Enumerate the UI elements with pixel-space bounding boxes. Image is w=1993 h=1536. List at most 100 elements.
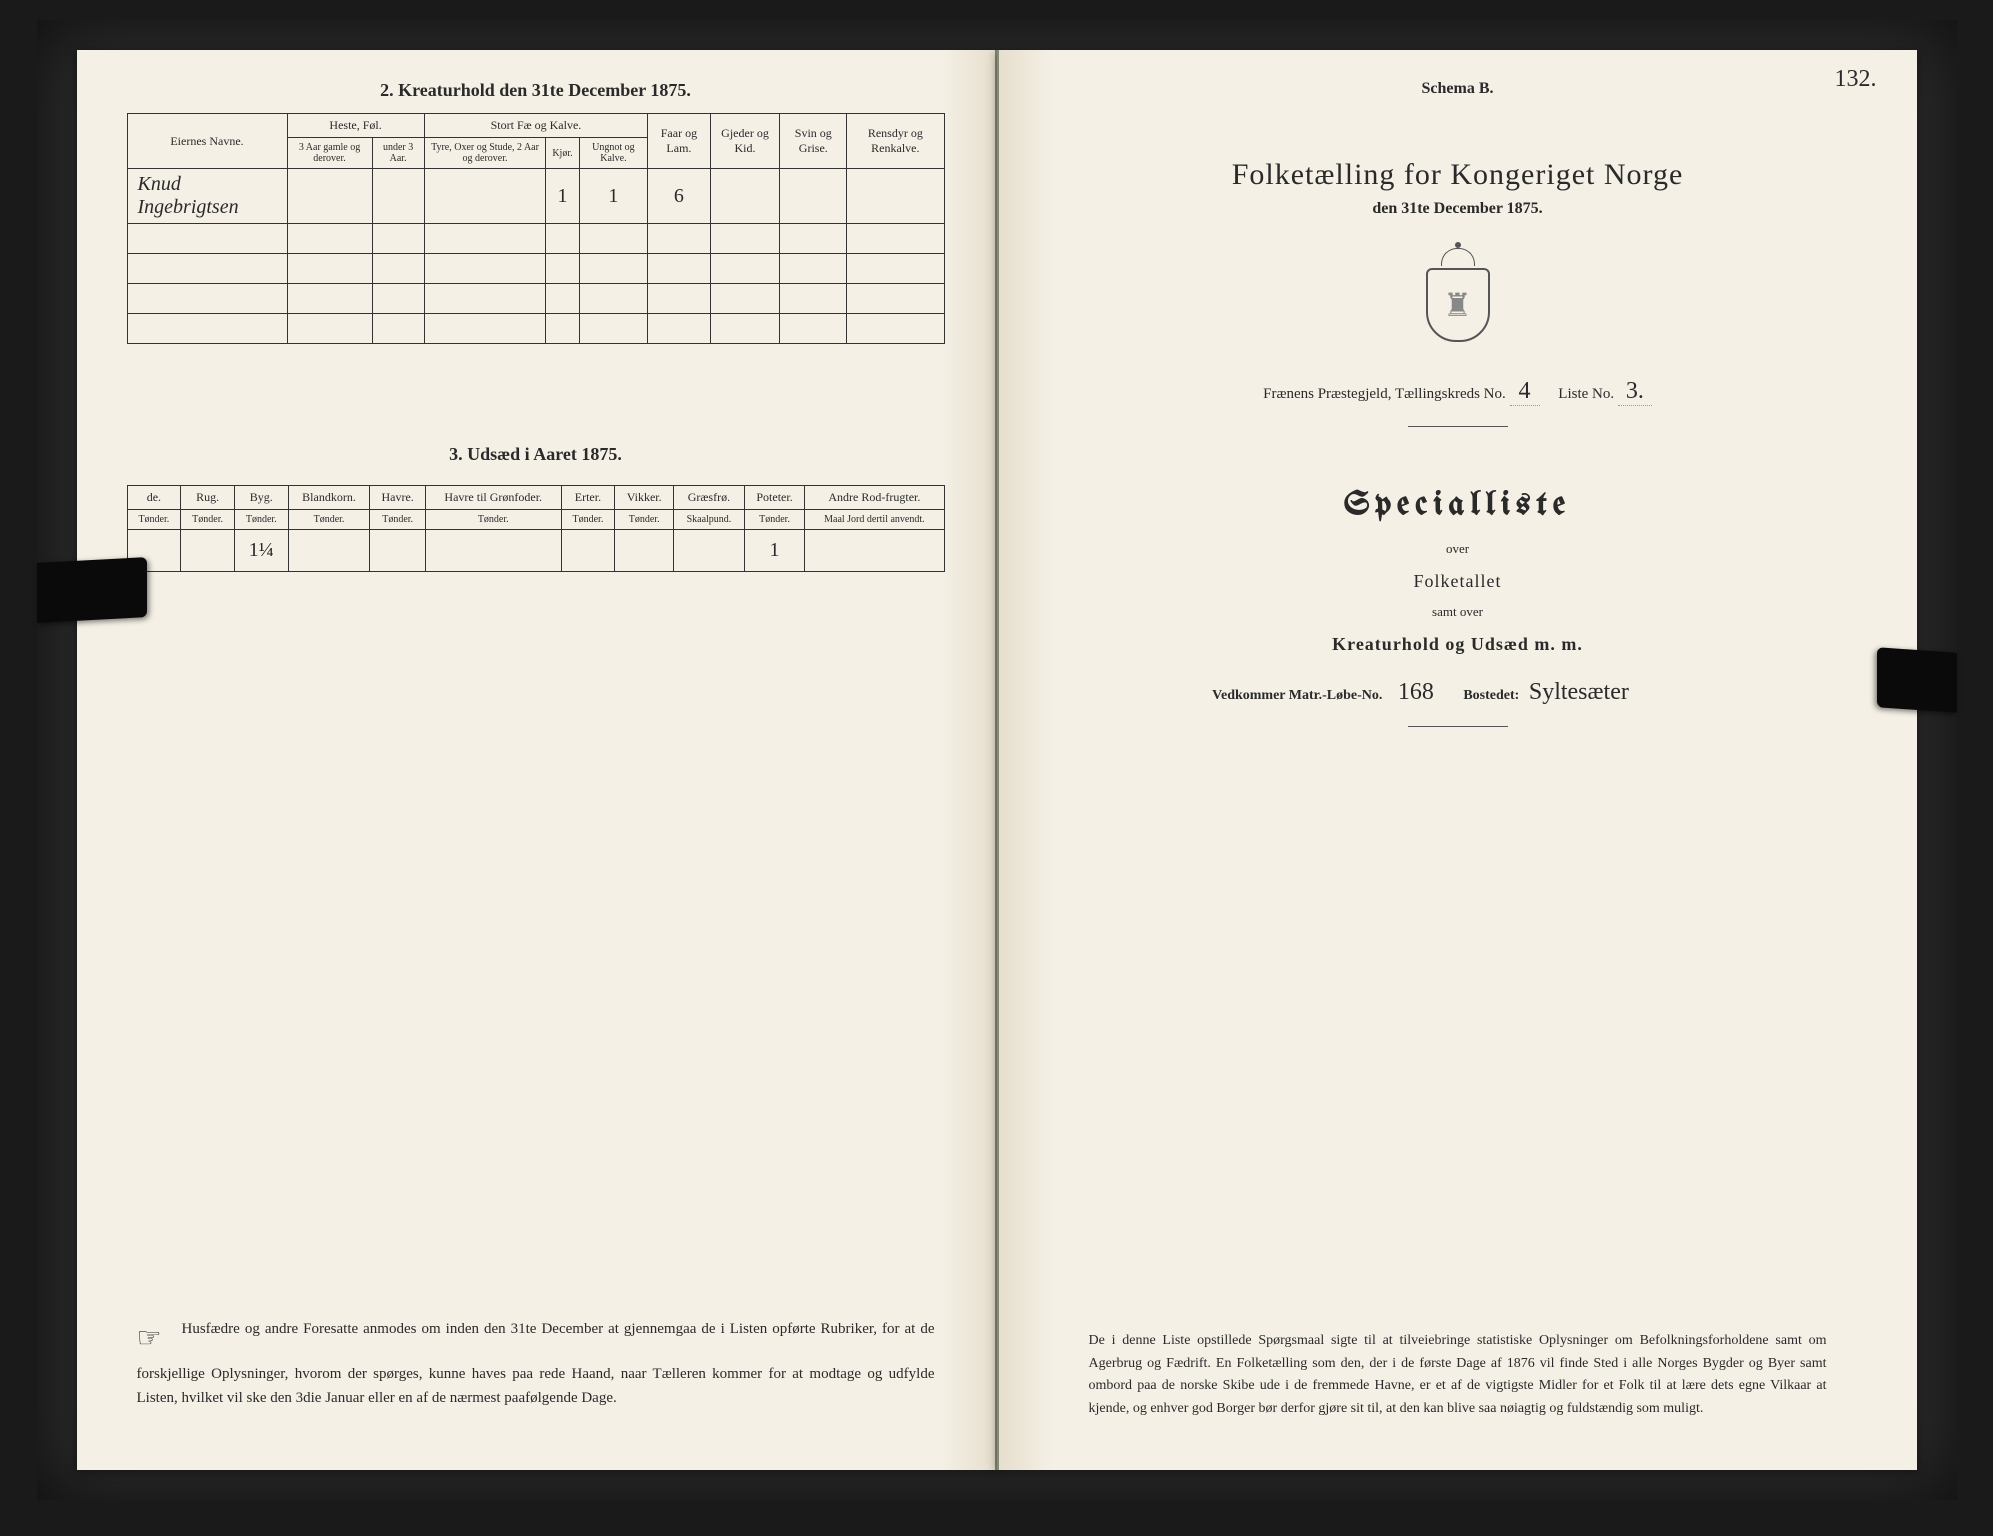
census-date: den 31te December 1875. [1049,200,1867,218]
sub-col: Tønder. [561,510,615,530]
left-page: 2. Kreaturhold den 31te December 1875. E… [77,50,997,1470]
cell: 1 [579,169,648,224]
col: Poteter. [744,486,804,510]
samt-label: samt over [1049,604,1867,620]
parish-line: Frænens Præstegjeld, Tællingskreds No. 4… [1049,378,1867,406]
folketallet-label: Folketallet [1049,571,1867,592]
book-spread: 2. Kreaturhold den 31te December 1875. E… [37,20,1957,1500]
col-group-horses: Heste, Føl. [287,114,424,138]
sub-col: under 3 Aar. [372,138,424,169]
col: Havre. [370,486,426,510]
cell: 6 [648,169,710,224]
sub-col: 3 Aar gamle og derover. [287,138,372,169]
seed-table: de. Rug. Byg. Blandkorn. Havre. Havre ti… [127,485,945,572]
cell [780,169,847,224]
col: de. [127,486,181,510]
table-row [127,314,944,344]
matr-no: 168 [1386,679,1446,706]
sub-col: Tønder. [425,510,561,530]
section3-title: 3. Udsæd i Aaret 1875. [127,444,945,465]
cell [424,169,546,224]
col: Vikker. [615,486,674,510]
col: Andre Rod-frugter. [805,486,944,510]
table-row: Eiernes Navne. Heste, Føl. Stort Fæ og K… [127,114,944,138]
bostedet-value: Syltesæter [1523,679,1703,706]
sub-col: Tønder. [234,510,288,530]
sub-col: Tønder. [370,510,426,530]
liste-no: 3. [1618,378,1652,406]
table-row [127,224,944,254]
archive-clip-left [37,557,147,623]
left-footer-note: ☞ Husfædre og andre Foresatte anmodes om… [137,1317,935,1410]
col-goats: Gjeder og Kid. [710,114,780,169]
sub-col: Skaalpund. [674,510,745,530]
right-footer-note: De i denne Liste opstillede Spørgsmaal s… [1089,1330,1827,1420]
sub-col: Tønder. [288,510,370,530]
cell [710,169,780,224]
table-row [127,254,944,284]
col: Græsfrø. [674,486,745,510]
section2-title: 2. Kreaturhold den 31te December 1875. [127,80,945,101]
col-pigs: Svin og Grise. [780,114,847,169]
col: Byg. [234,486,288,510]
cell [288,530,370,572]
sub-col: Tønder. [615,510,674,530]
sub-col: Ungnot og Kalve. [579,138,648,169]
matr-prefix: Vedkommer Matr.-Løbe-No. [1212,688,1382,703]
matr-line: Vedkommer Matr.-Løbe-No. 168 Bostedet: S… [1049,679,1867,706]
footer-text: De i denne Liste opstillede Spørgsmaal s… [1089,1333,1827,1415]
archive-clip-right [1877,647,1957,713]
table-row [127,284,944,314]
cell [370,530,426,572]
sub-col: Tønder. [127,510,181,530]
cell [561,530,615,572]
over-label: over [1049,541,1867,557]
col-group-cattle: Stort Fæ og Kalve. [424,114,648,138]
cell [674,530,745,572]
col-reindeer: Rensdyr og Renkalve. [847,114,944,169]
sub-col: Tønder. [744,510,804,530]
liste-prefix: Liste No. [1558,386,1614,402]
cell [615,530,674,572]
table-row: de. Rug. Byg. Blandkorn. Havre. Havre ti… [127,486,944,510]
col-owner: Eiernes Navne. [127,114,287,169]
sub-col: Maal Jord dertil anvendt. [805,510,944,530]
col: Rug. [181,486,235,510]
cell [425,530,561,572]
cell [805,530,944,572]
sub-col: Tyre, Oxer og Stude, 2 Aar og derover. [424,138,546,169]
page-number: 132. [1835,66,1877,93]
cell: 1 [546,169,579,224]
col: Erter. [561,486,615,510]
schema-label: Schema B. [1049,80,1867,98]
cell: 1 [744,530,804,572]
divider [1408,426,1508,427]
cell: 1¼ [234,530,288,572]
crown-icon [1441,248,1475,266]
footer-text: Husfædre og andre Foresatte anmodes om i… [137,1321,935,1406]
sub-col: Kjør. [546,138,579,169]
cell [372,169,424,224]
cell [181,530,235,572]
cell [847,169,944,224]
specialliste-heading: Specialliste [1049,487,1867,523]
parish-prefix: Frænens Præstegjeld, Tællingskreds No. [1263,386,1506,402]
table-row: Tønder. Tønder. Tønder. Tønder. Tønder. … [127,510,944,530]
col-sheep: Faar og Lam. [648,114,710,169]
shield-icon: ♜ [1426,268,1490,342]
coat-of-arms-icon: ♜ [1418,248,1498,348]
divider [1408,726,1508,727]
col: Havre til Grønfoder. [425,486,561,510]
census-title: Folketælling for Kongeriget Norge [1049,158,1867,192]
kreds-no: 4 [1510,378,1540,406]
livestock-table: Eiernes Navne. Heste, Føl. Stort Fæ og K… [127,113,945,344]
col: Blandkorn. [288,486,370,510]
right-page: 132. Schema B. Folketælling for Kongerig… [997,50,1917,1470]
cell [287,169,372,224]
owner-name: Knud Ingebrigtsen [127,169,287,224]
table-row: 1¼ 1 [127,530,944,572]
sub-col: Tønder. [181,510,235,530]
pointing-hand-icon: ☞ [137,1317,177,1362]
bostedet-prefix: Bostedet: [1463,688,1519,703]
table-row: Knud Ingebrigtsen 1 1 6 [127,169,944,224]
